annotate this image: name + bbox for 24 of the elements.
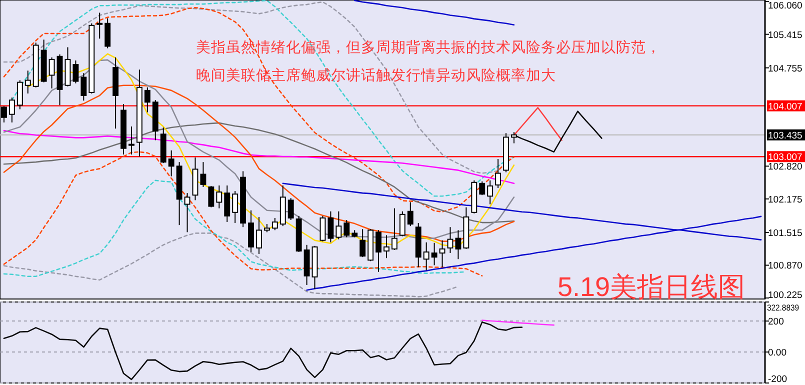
line-series — [3, 151, 483, 277]
y-tick-label: -200 — [768, 374, 788, 385]
y-tick-label: 106.060 — [768, 0, 802, 12]
line-series — [354, 0, 515, 26]
line-series — [3, 180, 467, 278]
annotation: 5.19美指日线图 — [557, 272, 745, 302]
y-tick-label: 105.415 — [768, 30, 802, 41]
y-tick-label: 102.820 — [768, 162, 802, 173]
line-series — [3, 122, 515, 224]
ref-line-label: 103.435 — [768, 130, 802, 142]
annotation: 晚间美联储主席鲍威尔讲话触发行情异动风险概率加大 — [196, 67, 556, 84]
y-tick-label: 0.00 — [768, 348, 786, 359]
y-tick-label: 200 — [768, 316, 784, 328]
y-tick-label: 102.175 — [768, 194, 802, 206]
y-tick-label: 101.515 — [768, 228, 802, 239]
ref-line-label: 103.007 — [768, 152, 802, 164]
annotation: 美指虽然情绪化偏强，但多周期背离共振的技术风险务必压加以防范， — [196, 39, 661, 56]
y-tick-label: 100.225 — [768, 290, 802, 301]
ref-line-label: 104.007 — [768, 101, 802, 112]
line-series — [3, 130, 515, 184]
y-tick-label: 104.755 — [768, 63, 802, 74]
y-tick-label: 100.870 — [768, 260, 802, 272]
y-tick-label: 322.8839 — [767, 302, 802, 312]
line-series — [3, 232, 459, 298]
